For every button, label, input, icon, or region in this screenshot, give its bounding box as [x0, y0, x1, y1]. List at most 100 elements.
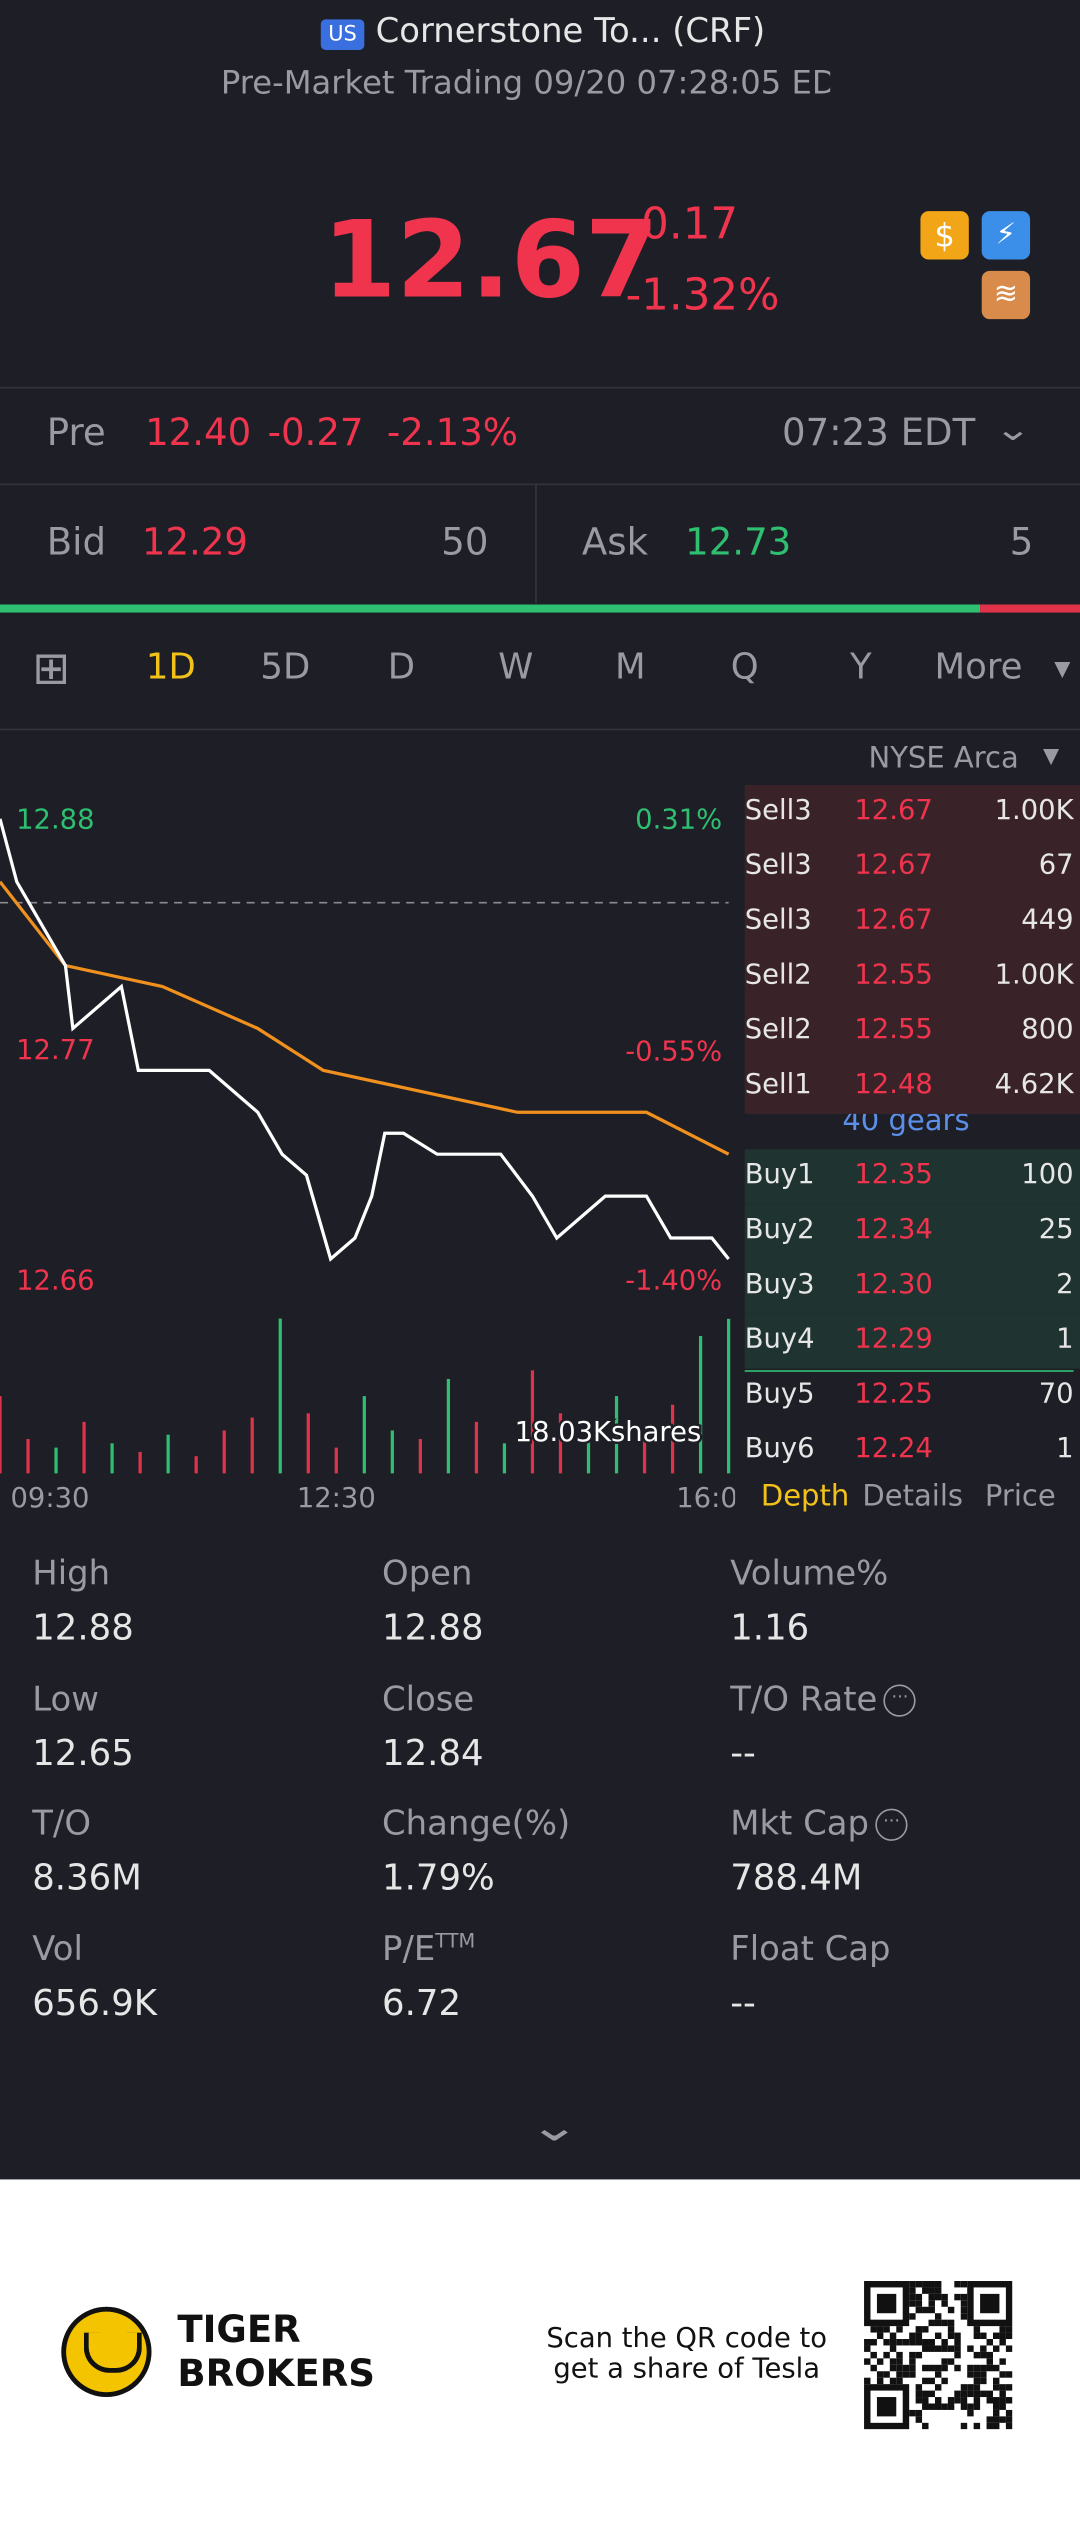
qr-module	[1005, 2345, 1013, 2352]
period-tab[interactable]: Q	[730, 648, 759, 689]
qr-module	[954, 2351, 961, 2359]
period-tab[interactable]: 5D	[260, 648, 311, 689]
qr-module	[909, 2371, 916, 2378]
qr-module	[915, 2416, 923, 2423]
qr-module	[909, 2300, 916, 2307]
qr-module	[941, 2339, 948, 2346]
qr-module	[960, 2384, 968, 2391]
stat-value: 6.72	[382, 1983, 462, 2024]
qr-module	[915, 2300, 923, 2307]
qr-module	[973, 2351, 981, 2359]
qr-module	[928, 2339, 935, 2346]
qr-module	[973, 2403, 981, 2410]
qr-finder	[980, 2293, 1000, 2314]
book-level: Buy5	[744, 1378, 815, 1411]
y2-tick-label: 0.31%	[635, 805, 722, 836]
qr-module	[960, 2280, 968, 2288]
qr-module	[980, 2390, 987, 2398]
qr-module	[934, 2397, 942, 2404]
qr-module	[954, 2280, 961, 2288]
qr-module	[992, 2397, 1000, 2404]
period-tab[interactable]: More	[934, 648, 1023, 689]
pre-price: 12.40	[145, 412, 252, 455]
stat-value: --	[730, 1733, 756, 1775]
qr-module	[967, 2364, 974, 2372]
qr-module	[934, 2403, 942, 2410]
qr-module	[992, 2345, 1000, 2352]
qr-module	[876, 2332, 884, 2340]
qr-module	[889, 2339, 897, 2346]
qr-module	[980, 2351, 987, 2359]
period-tab[interactable]: W	[498, 648, 534, 689]
qr-module	[967, 2390, 974, 2398]
qr-module	[980, 2364, 987, 2372]
pre-time[interactable]: 07:23 EDT	[781, 412, 976, 455]
chart-grid-icon[interactable]: ⊞	[32, 641, 71, 695]
qr-module	[941, 2293, 948, 2301]
period-tab[interactable]: Y	[849, 648, 872, 689]
qr-module	[870, 2326, 877, 2333]
volume-bar	[614, 1396, 619, 1474]
qr-module	[922, 2339, 929, 2346]
x-tick-label: 09:30	[11, 1483, 90, 1514]
qr-module	[992, 2332, 1000, 2340]
qr-module	[999, 2358, 1006, 2365]
qr-module	[947, 2358, 955, 2365]
volume-bar	[698, 1336, 703, 1474]
period-tab[interactable]: 1D	[145, 648, 196, 689]
exchange-select[interactable]: NYSE Arca	[868, 741, 1019, 776]
volume-bar	[642, 1430, 647, 1474]
qr-module	[889, 2345, 897, 2352]
book-size: 449	[1021, 904, 1074, 937]
qr-module	[941, 2319, 948, 2327]
qr-module	[967, 2345, 974, 2352]
dropdown-arrow[interactable]: ▼	[1054, 657, 1071, 682]
period-tab[interactable]: M	[614, 648, 646, 689]
qr-module	[934, 2280, 942, 2288]
pre-change-pct: -2.13%	[386, 412, 519, 455]
volume-bar	[558, 1413, 563, 1474]
qr-code	[864, 2280, 1013, 2430]
qr-module	[864, 2339, 871, 2346]
qr-module	[992, 2384, 1000, 2391]
qr-module	[934, 2293, 942, 2301]
book-tab[interactable]: Depth	[760, 1479, 850, 1514]
bid-size: 50	[441, 522, 489, 565]
qr-module	[922, 2377, 929, 2385]
qr-module	[896, 2351, 903, 2359]
book-tab[interactable]: Price	[984, 1479, 1056, 1514]
qr-module	[889, 2358, 897, 2365]
qr-module	[967, 2384, 974, 2391]
price-change-pct: -1.32%	[625, 270, 780, 321]
book-tab[interactable]: Details	[862, 1479, 964, 1514]
ask-price: 12.73	[685, 522, 792, 565]
dropdown-arrow[interactable]: ▼	[1042, 744, 1060, 769]
qr-module	[928, 2306, 935, 2314]
period-tab[interactable]: D	[387, 648, 416, 689]
expand-chevron[interactable]: ⌄	[994, 409, 1032, 449]
qr-module	[1005, 2409, 1013, 2417]
info-icon[interactable]: ···	[875, 1808, 908, 1841]
pre-change: -0.27	[267, 412, 364, 455]
stat-label-sup: TTM	[435, 1928, 476, 1952]
book-price: 12.55	[854, 1013, 933, 1047]
book-level: Buy3	[744, 1268, 815, 1301]
qr-module	[883, 2351, 890, 2359]
book-price: 12.35	[854, 1159, 933, 1192]
qr-module	[902, 2339, 910, 2346]
icon-dollar[interactable]: $	[920, 211, 969, 260]
y2-tick-label: -1.40%	[625, 1266, 722, 1297]
info-icon[interactable]: ···	[883, 1683, 917, 1716]
qr-module	[896, 2377, 903, 2385]
qr-module	[922, 2287, 929, 2294]
stock-title[interactable]: Cornerstone To... (CRF)	[375, 11, 766, 50]
expand-chevron[interactable]: ⌄	[528, 2103, 581, 2153]
qr-module	[973, 2390, 981, 2398]
volume-scale-label: 18.03Kshares	[515, 1417, 702, 1448]
qr-module	[960, 2293, 968, 2301]
price-change: -0.17	[625, 199, 739, 250]
icon-stack[interactable]: ≋	[981, 270, 1031, 320]
qr-module	[876, 2371, 884, 2378]
qr-module	[876, 2326, 884, 2333]
icon-flash[interactable]: ⚡	[981, 211, 1031, 260]
